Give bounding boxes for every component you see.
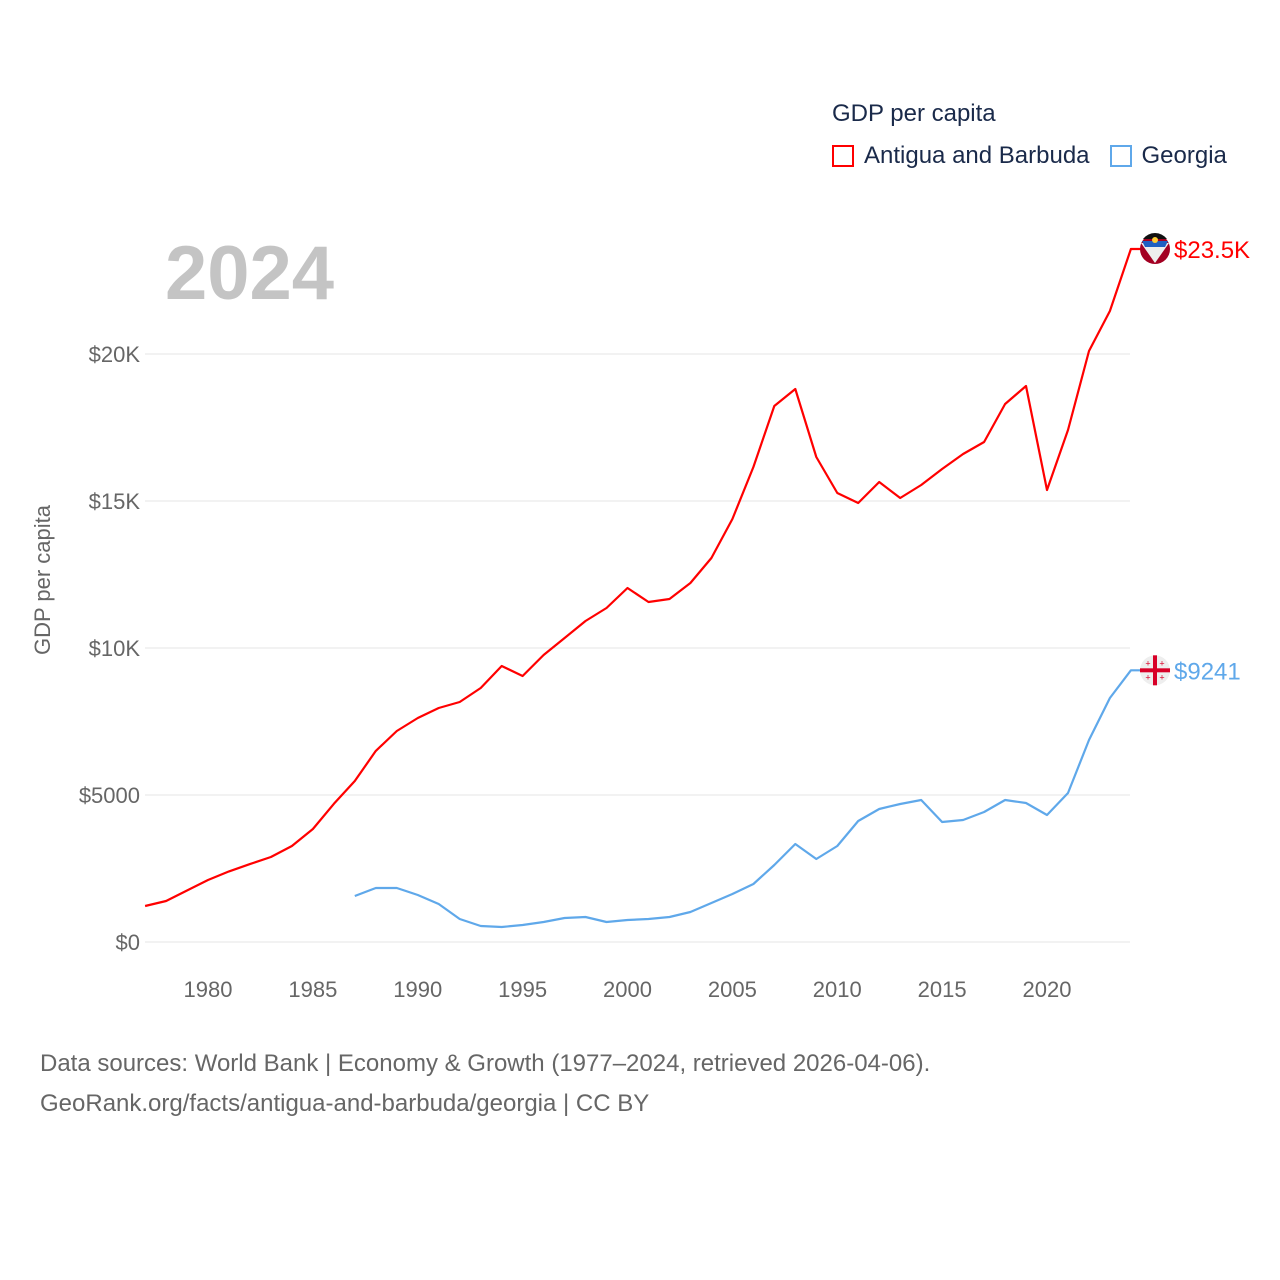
x-tick-label: 1980	[184, 977, 233, 1002]
x-tick-label: 2010	[813, 977, 862, 1002]
x-tick-label: 1995	[498, 977, 547, 1002]
legend-swatch-antigua	[832, 145, 854, 167]
year-label: 2024	[165, 231, 335, 316]
georgia-flag-icon: +	[1159, 658, 1164, 668]
source-link[interactable]: GeoRank.org/facts/antigua-and-barbuda/ge…	[40, 1090, 650, 1117]
x-tick-label: 2000	[603, 977, 652, 1002]
antigua-flag-icon	[1143, 233, 1167, 240]
source-footer: Data sources: World Bank | Economy & Gro…	[40, 1044, 930, 1124]
x-tick-label: 2015	[918, 977, 967, 1002]
y-tick-label: $15K	[89, 489, 141, 514]
legend-swatch-georgia	[1109, 145, 1132, 167]
legend-title: GDP per capita	[832, 100, 996, 127]
legend: Antigua and Barbuda Georgia	[832, 142, 1227, 170]
legend-label-georgia[interactable]: Georgia	[1141, 142, 1227, 169]
y-tick-label: $5000	[79, 783, 140, 808]
x-tick-label: 1985	[288, 977, 337, 1002]
antigua-flag-icon	[1152, 237, 1158, 244]
georgia-flag-icon	[1153, 655, 1157, 686]
series-end-label: $23.5K	[1174, 237, 1250, 264]
x-tick-label: 2020	[1023, 977, 1072, 1002]
series-end-label: $9241	[1174, 658, 1241, 685]
georgia-flag-icon: +	[1145, 672, 1150, 682]
y-tick-label: $20K	[89, 342, 141, 367]
legend-label-antigua[interactable]: Antigua and Barbuda	[864, 142, 1090, 169]
y-tick-label: $0	[116, 930, 140, 955]
source-line-1: Data sources: World Bank | Economy & Gro…	[40, 1050, 931, 1077]
x-tick-label: 2005	[708, 977, 757, 1002]
georgia-flag-icon: +	[1159, 672, 1164, 682]
series-line-1	[354, 669, 1142, 929]
georgia-flag-icon: +	[1145, 658, 1150, 668]
y-axis-label: GDP per capita	[30, 504, 55, 655]
antigua-flag-icon	[1141, 243, 1169, 264]
antigua-flag-icon	[1142, 241, 1168, 248]
x-tick-label: 1990	[393, 977, 442, 1002]
series-line-0	[144, 247, 1142, 908]
y-tick-label: $10K	[89, 636, 141, 661]
